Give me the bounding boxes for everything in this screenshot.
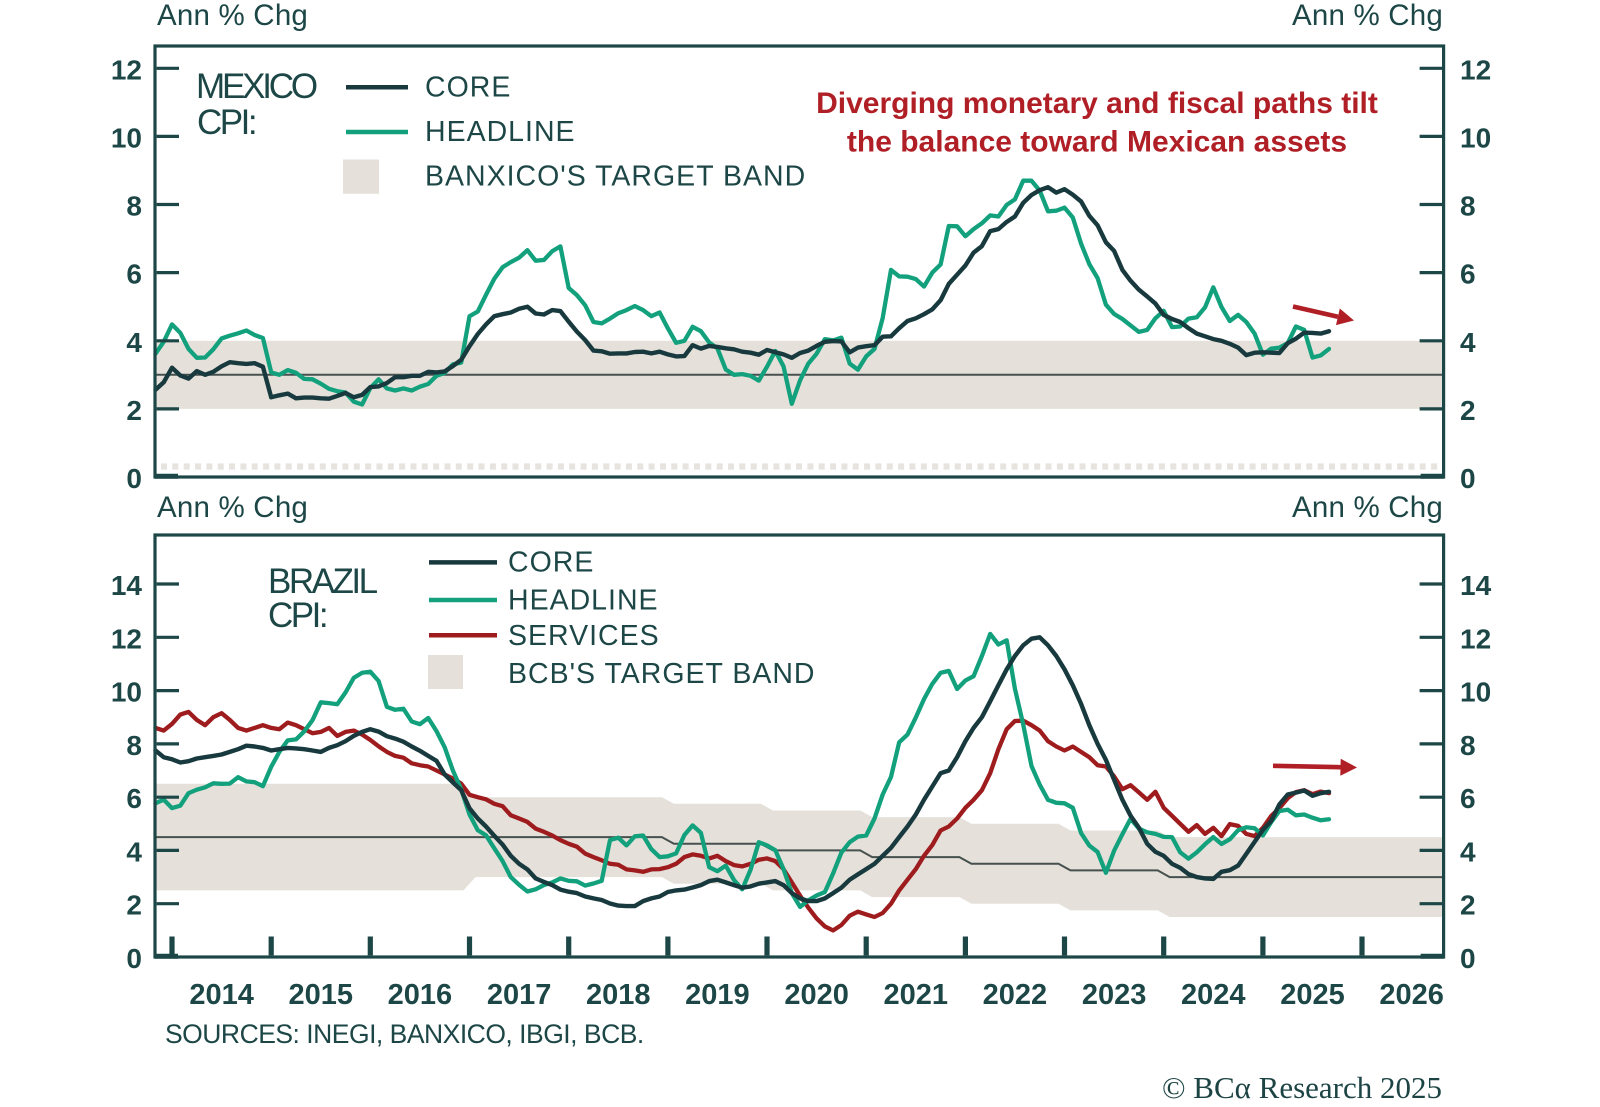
- svg-text:BCB'S TARGET BAND: BCB'S TARGET BAND: [508, 658, 816, 690]
- svg-text:0: 0: [1460, 943, 1476, 974]
- svg-text:BANXICO'S TARGET BAND: BANXICO'S TARGET BAND: [425, 160, 806, 192]
- svg-text:4: 4: [126, 327, 142, 358]
- svg-text:2: 2: [126, 395, 142, 426]
- svg-text:SOURCES: INEGI, BANXICO, IBGI,: SOURCES: INEGI, BANXICO, IBGI, BCB.: [165, 1019, 644, 1049]
- svg-text:2022: 2022: [983, 979, 1048, 1011]
- svg-text:2: 2: [1460, 890, 1476, 921]
- svg-text:Diverging monetary and fiscal: Diverging monetary and fiscal paths tilt: [816, 87, 1378, 120]
- svg-text:MEXICO: MEXICO: [196, 67, 317, 106]
- svg-text:12: 12: [1460, 623, 1491, 654]
- svg-text:Ann % Chg: Ann % Chg: [1292, 491, 1443, 524]
- svg-text:2019: 2019: [685, 979, 750, 1011]
- svg-text:2018: 2018: [586, 979, 651, 1011]
- svg-text:2014: 2014: [189, 979, 254, 1011]
- svg-text:0: 0: [126, 463, 142, 494]
- svg-text:2: 2: [126, 890, 142, 921]
- svg-text:the balance toward Mexican ass: the balance toward Mexican assets: [847, 126, 1347, 159]
- svg-text:6: 6: [1460, 783, 1476, 814]
- svg-text:2015: 2015: [288, 979, 353, 1011]
- svg-text:BRAZIL: BRAZIL: [268, 562, 378, 601]
- svg-text:© BCα Research 2025: © BCα Research 2025: [1162, 1070, 1442, 1105]
- svg-text:8: 8: [126, 191, 142, 222]
- svg-text:SERVICES: SERVICES: [508, 620, 660, 652]
- svg-text:2023: 2023: [1082, 979, 1147, 1011]
- svg-text:CORE: CORE: [425, 72, 511, 104]
- svg-text:10: 10: [1460, 122, 1491, 153]
- svg-text:Ann % Chg: Ann % Chg: [1292, 0, 1443, 32]
- svg-text:4: 4: [1460, 836, 1476, 867]
- svg-text:CORE: CORE: [508, 547, 594, 579]
- svg-text:2016: 2016: [388, 979, 453, 1011]
- svg-text:2024: 2024: [1181, 979, 1246, 1011]
- svg-text:CPI:: CPI:: [268, 596, 326, 635]
- svg-text:6: 6: [126, 783, 142, 814]
- svg-text:14: 14: [1460, 570, 1492, 601]
- svg-text:4: 4: [126, 836, 142, 867]
- svg-text:10: 10: [111, 122, 142, 153]
- svg-text:10: 10: [111, 677, 142, 708]
- svg-text:Ann % Chg: Ann % Chg: [157, 491, 308, 524]
- svg-text:2020: 2020: [784, 979, 849, 1011]
- svg-text:8: 8: [1460, 730, 1476, 761]
- svg-text:12: 12: [111, 623, 142, 654]
- svg-text:6: 6: [126, 259, 142, 290]
- svg-text:8: 8: [1460, 191, 1476, 222]
- svg-text:8: 8: [126, 730, 142, 761]
- svg-text:HEADLINE: HEADLINE: [425, 116, 576, 148]
- svg-text:2021: 2021: [884, 979, 949, 1011]
- svg-text:4: 4: [1460, 327, 1476, 358]
- svg-text:12: 12: [1460, 54, 1491, 85]
- svg-text:2025: 2025: [1280, 979, 1345, 1011]
- svg-text:0: 0: [126, 943, 142, 974]
- svg-text:2: 2: [1460, 395, 1476, 426]
- svg-text:2017: 2017: [487, 979, 552, 1011]
- svg-text:0: 0: [1460, 463, 1476, 494]
- svg-text:HEADLINE: HEADLINE: [508, 584, 659, 616]
- svg-text:6: 6: [1460, 259, 1476, 290]
- svg-text:Ann % Chg: Ann % Chg: [157, 0, 308, 32]
- svg-text:12: 12: [111, 54, 142, 85]
- svg-text:CPI:: CPI:: [197, 103, 255, 142]
- svg-text:10: 10: [1460, 677, 1491, 708]
- svg-text:2026: 2026: [1379, 979, 1444, 1011]
- svg-text:14: 14: [111, 570, 143, 601]
